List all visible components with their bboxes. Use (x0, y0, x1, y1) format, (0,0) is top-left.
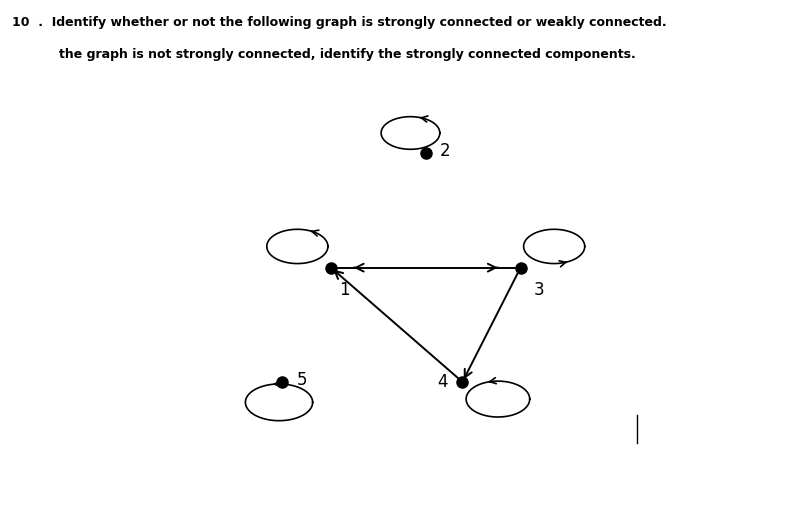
Text: 10  .  Identify whether or not the following graph is strongly connected or weak: 10 . Identify whether or not the followi… (12, 16, 667, 29)
Text: 2: 2 (440, 143, 451, 161)
Text: 1: 1 (339, 281, 350, 299)
Text: the graph is not strongly connected, identify the strongly connected components.: the graph is not strongly connected, ide… (59, 48, 636, 61)
Text: 3: 3 (533, 281, 544, 299)
Text: 5: 5 (297, 371, 307, 389)
Text: 4: 4 (438, 373, 448, 391)
